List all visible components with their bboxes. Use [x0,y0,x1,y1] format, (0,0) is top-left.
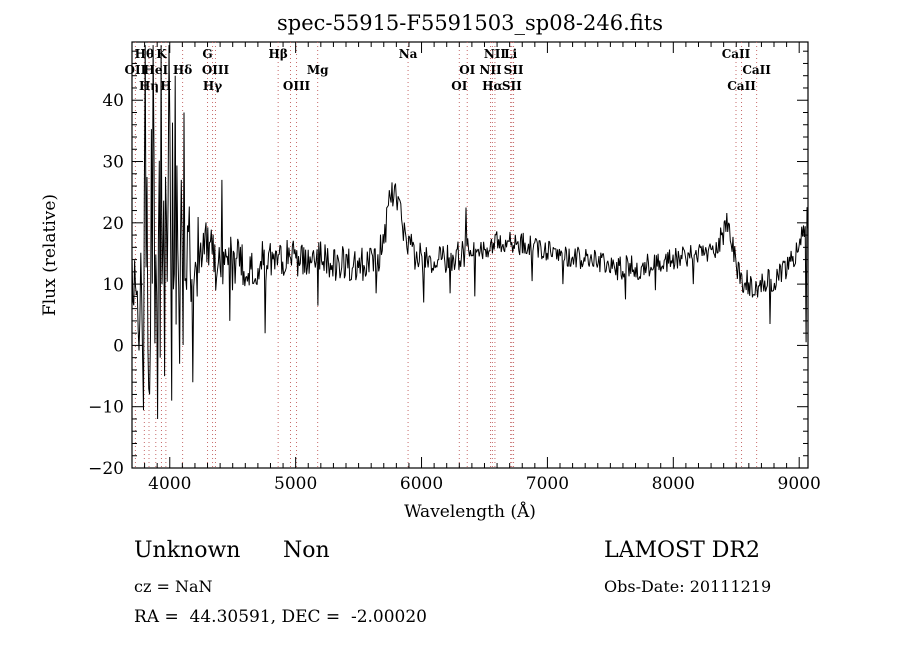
spectrum-plot: spec-55915-F5591503_sp08-246.fits Wavele… [40,11,821,522]
spectral-line-label: OIII [202,63,230,77]
spectral-line-label: Hγ [203,79,222,93]
spectral-line-label: HeI [143,63,168,77]
class-label: Unknown [134,538,241,563]
x-tick-label: 7000 [526,474,569,494]
obs-date-label: Obs-Date: 20111219 [604,577,772,596]
y-axis-label: Flux (relative) [40,194,60,316]
spectral-line-label: Mg [307,63,329,77]
y-tick-label: 0 [113,336,124,356]
spectral-line-label: Hθ [135,47,154,61]
spectral-line-label: SII [504,63,524,77]
spectral-line-label: Hδ [173,63,192,77]
spectral-line-label: NII [484,47,507,61]
spectral-line-label: SII [502,79,522,93]
axis-ticks [131,42,808,469]
spectral-line-label: Hα [482,79,503,93]
spectral-line-label: K [156,47,167,61]
spectral-line-label: OII [125,63,147,77]
cz-label: cz = NaN [134,577,213,596]
spectral-line-label: CaII [742,63,771,77]
plot-frame [131,41,809,469]
spectral-line-label: CaII [722,47,751,61]
spectrum-series [131,45,809,420]
y-tick-label: −20 [88,459,124,479]
x-axis-label: Wavelength (Å) [404,501,536,522]
x-tick-label: 9000 [778,474,821,494]
spectral-line-label: G [202,47,212,61]
spectrum-line [131,45,809,420]
subclass-label: Non [283,538,330,563]
survey-label: LAMOST DR2 [604,538,760,563]
spectral-line-label: OIII [283,79,311,93]
spectral-line-label: NII [479,63,502,77]
spectral-line-label: OI [459,63,475,77]
spectral-line-label: OI [451,79,467,93]
x-tick-label: 5000 [274,474,317,494]
x-tick-label: 6000 [400,474,443,494]
x-tick-label: 8000 [652,474,695,494]
spectral-line-label: H [160,79,171,93]
spectral-line-label: Hη [139,79,159,93]
x-tick-label: 4000 [148,474,191,494]
axis-tick-labels: 4000 5000 6000 7000 8000 9000 −20 −10 0 10 20 30 40 [88,91,821,494]
y-tick-label: 40 [102,91,124,111]
chart-title: spec-55915-F5591503_sp08-246.fits [277,11,663,35]
spectral-line-label: CaII [727,79,756,93]
y-tick-label: 20 [102,214,124,234]
ra-dec-label: RA = 44.30591, DEC = -2.00020 [134,607,428,627]
spectral-line-label: Na [399,47,418,61]
spectral-line-label: Hβ [268,47,287,61]
y-tick-label: 10 [102,275,124,295]
y-tick-label: 30 [102,153,124,173]
y-tick-label: −10 [88,398,124,418]
spectral-line-label: Li [504,47,517,61]
